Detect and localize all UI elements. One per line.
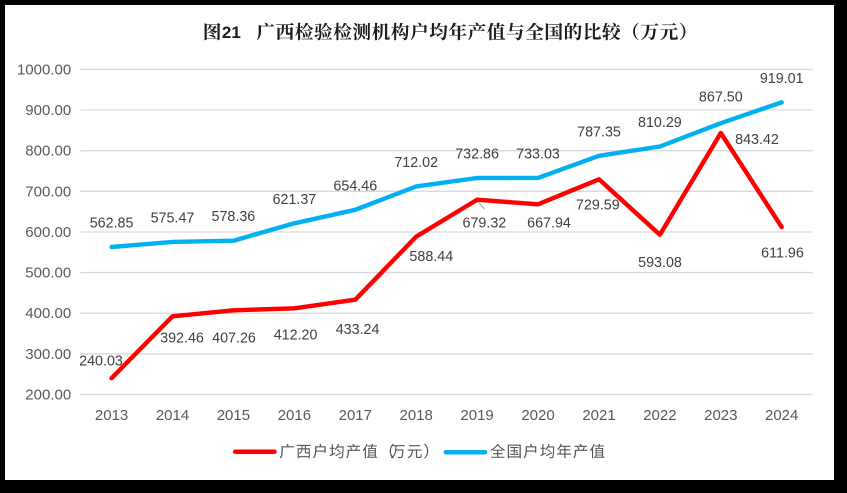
svg-text:500.00: 500.00 — [25, 265, 71, 282]
svg-text:667.94: 667.94 — [527, 215, 571, 231]
svg-text:2024: 2024 — [765, 407, 798, 424]
svg-text:2018: 2018 — [400, 407, 433, 424]
svg-text:575.47: 575.47 — [151, 210, 195, 226]
svg-text:2013: 2013 — [95, 407, 128, 424]
svg-text:400.00: 400.00 — [25, 305, 71, 322]
svg-text:654.46: 654.46 — [333, 178, 377, 194]
svg-text:588.44: 588.44 — [409, 249, 453, 265]
svg-text:412.20: 412.20 — [274, 327, 318, 343]
svg-text:392.46: 392.46 — [160, 331, 204, 347]
svg-text:2021: 2021 — [582, 407, 615, 424]
svg-text:2017: 2017 — [339, 407, 372, 424]
svg-text:2015: 2015 — [217, 407, 250, 424]
svg-text:787.35: 787.35 — [577, 124, 621, 140]
svg-text:2020: 2020 — [521, 407, 554, 424]
svg-text:867.50: 867.50 — [699, 90, 743, 106]
svg-text:2014: 2014 — [156, 407, 189, 424]
svg-text:729.59: 729.59 — [576, 198, 620, 214]
svg-text:1000.00: 1000.00 — [17, 61, 71, 78]
svg-text:240.03: 240.03 — [79, 354, 123, 370]
svg-text:621.37: 621.37 — [273, 192, 317, 208]
svg-text:407.26: 407.26 — [212, 331, 256, 347]
svg-text:200.00: 200.00 — [25, 387, 71, 404]
svg-text:300.00: 300.00 — [25, 346, 71, 363]
svg-text:21: 21 — [222, 23, 241, 42]
svg-text:433.24: 433.24 — [336, 322, 380, 338]
svg-text:733.03: 733.03 — [516, 146, 560, 162]
svg-text:2023: 2023 — [704, 407, 737, 424]
svg-text:578.36: 578.36 — [212, 209, 256, 225]
svg-text:600.00: 600.00 — [25, 224, 71, 241]
svg-text:611.96: 611.96 — [761, 245, 804, 261]
svg-text:919.01: 919.01 — [760, 71, 804, 87]
svg-text:900.00: 900.00 — [25, 102, 71, 119]
svg-text:2019: 2019 — [460, 407, 493, 424]
svg-text:562.85: 562.85 — [90, 216, 134, 232]
svg-text:732.86: 732.86 — [455, 147, 499, 163]
svg-text:2016: 2016 — [278, 407, 311, 424]
svg-text:810.29: 810.29 — [638, 115, 682, 131]
svg-text:679.32: 679.32 — [463, 215, 507, 231]
svg-text:843.42: 843.42 — [735, 132, 779, 148]
svg-text:700.00: 700.00 — [25, 183, 71, 200]
svg-text:800.00: 800.00 — [25, 143, 71, 160]
svg-text:712.02: 712.02 — [394, 155, 438, 171]
svg-text:2022: 2022 — [643, 407, 676, 424]
svg-text:593.08: 593.08 — [638, 255, 682, 271]
